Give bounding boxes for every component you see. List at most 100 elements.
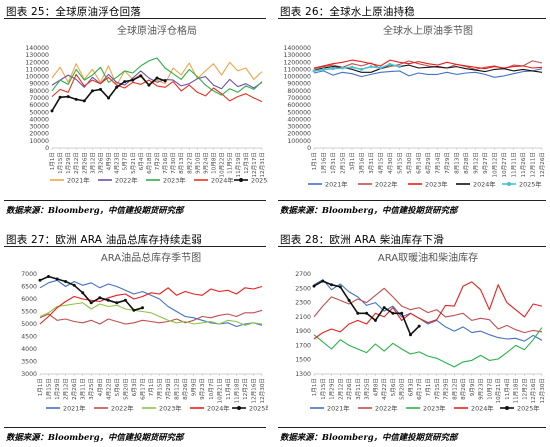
series-point: [115, 85, 119, 89]
legend-label-5: 2025年: [519, 180, 542, 189]
series-line-2: [313, 287, 543, 334]
x-tick-label: 12月3日: [243, 152, 250, 174]
series-point: [81, 291, 85, 295]
x-tick-label: 2月26日: [81, 152, 88, 174]
legend-label-4: 2024年: [473, 180, 496, 189]
series-point: [312, 69, 316, 73]
x-tick-label: 12月30日: [539, 378, 546, 403]
series-point: [155, 76, 159, 80]
series-line-3: [313, 327, 543, 368]
series-point: [47, 275, 50, 278]
x-tick-label: 6月18日: [146, 152, 153, 174]
series-point: [38, 278, 42, 282]
y-tick-label: 1300000: [283, 52, 311, 59]
series-point: [356, 311, 360, 315]
x-tick-label: 1月29日: [329, 378, 336, 400]
figure-divider-1: [4, 18, 266, 19]
series-line-4: [39, 285, 263, 325]
x-tick-label: 12月2日: [521, 378, 528, 400]
series-point: [373, 318, 377, 322]
series-point: [89, 301, 93, 305]
legend-label-1: 2021年: [327, 404, 350, 413]
x-tick-label: 6月4日: [138, 152, 145, 170]
series-point: [82, 99, 86, 103]
x-tick-label: 2月26日: [346, 378, 353, 400]
y-tick-label: 1700: [295, 342, 311, 349]
x-tick-label: 9月9日: [469, 378, 476, 396]
y-tick-label: 700000: [287, 95, 311, 102]
legend-marker: [507, 182, 511, 186]
figure-divider-3: [4, 246, 266, 247]
y-tick-label: 1300: [295, 371, 311, 378]
series-point: [330, 283, 333, 287]
x-tick-label: 8月13日: [454, 152, 461, 174]
figure-divider-4: [278, 246, 546, 247]
series-point: [321, 279, 325, 283]
legend-marker: [237, 406, 241, 410]
x-tick-label: 1月31日: [330, 152, 337, 174]
series-line-3: [51, 57, 263, 96]
x-tick-label: 3月31日: [368, 152, 375, 174]
x-tick-label: 11月18日: [233, 378, 240, 403]
y-tick-label: 2300: [295, 300, 311, 307]
x-tick-label: 1月29日: [54, 378, 61, 400]
y-tick-label: 100000: [287, 138, 311, 145]
y-tick-label: 2700: [295, 271, 311, 278]
y-tick-label: 3500: [21, 359, 37, 366]
series-point: [400, 311, 404, 315]
x-tick-label: 11月19日: [235, 152, 242, 177]
x-tick-label: 3月16日: [359, 152, 366, 174]
x-tick-label: 5月15日: [397, 152, 404, 174]
series-point: [379, 66, 382, 70]
y-tick-label: 5500: [21, 309, 37, 316]
x-tick-label: 12月11日: [530, 152, 537, 177]
y-tick-label: 2100: [295, 314, 311, 321]
series-point: [382, 306, 386, 310]
series-point: [347, 298, 351, 302]
x-tick-label: 10月22日: [219, 152, 226, 177]
x-tick-label: 1月16日: [321, 152, 328, 174]
x-tick-label: 10月21日: [216, 378, 223, 403]
y-tick-label: 500000: [287, 109, 311, 116]
x-tick-label: 12月2日: [242, 378, 249, 400]
x-tick-label: 9月24日: [202, 152, 209, 174]
x-tick-label: 7月1日: [148, 378, 155, 396]
series-point: [90, 89, 94, 93]
y-tick-label: 0: [307, 145, 311, 152]
series-point: [72, 283, 76, 287]
chart-2-title: 全球水上原油季节图: [383, 24, 473, 37]
legend-label-4: 2024年: [471, 404, 494, 413]
legend-marker: [239, 178, 243, 182]
y-tick-label: 50000: [29, 109, 49, 116]
x-tick-label: 1月1日: [37, 378, 44, 396]
series-point: [132, 308, 136, 312]
y-tick-label: 1400000: [283, 45, 311, 52]
series-line-2: [39, 309, 263, 325]
y-tick-label: 3000: [21, 371, 37, 378]
series-point: [115, 301, 119, 305]
x-tick-label: 2月15日: [340, 152, 347, 174]
y-tick-label: 1500: [295, 357, 311, 364]
x-tick-label: 8月12日: [451, 378, 458, 400]
x-tick-label: 11月4日: [504, 378, 511, 400]
x-tick-label: 1月29日: [65, 152, 72, 174]
x-tick-label: 1月1日: [49, 152, 56, 170]
y-tick-label: 4500: [21, 334, 37, 341]
x-tick-label: 5月6日: [390, 378, 397, 396]
figure-label-2: 图表 26：全球水上原油持稳: [280, 6, 415, 18]
series-point: [74, 97, 78, 101]
y-tick-label: 7000: [21, 271, 37, 278]
x-tick-label: 1月15日: [320, 378, 327, 400]
x-tick-label: 6月14日: [416, 152, 423, 174]
series-point: [147, 83, 151, 87]
x-tick-label: 3月25日: [88, 378, 95, 400]
x-tick-label: 8月28日: [463, 152, 470, 174]
x-tick-label: 2月26日: [71, 378, 78, 400]
source-note-4: 数据来源：Bloomberg，中信建投期货研究部: [280, 432, 458, 442]
y-tick-label: 1900: [295, 328, 311, 335]
chart-panel-4: ARA取暖油和柴油库存 1300 1500 1700 1900 2100 2300 2500 2…: [278, 248, 548, 426]
x-tick-label: 5月6日: [114, 378, 121, 396]
y-tick-label: 1000000: [283, 74, 311, 81]
x-tick-label: 6月3日: [131, 378, 138, 396]
series-line-4: [313, 281, 543, 340]
